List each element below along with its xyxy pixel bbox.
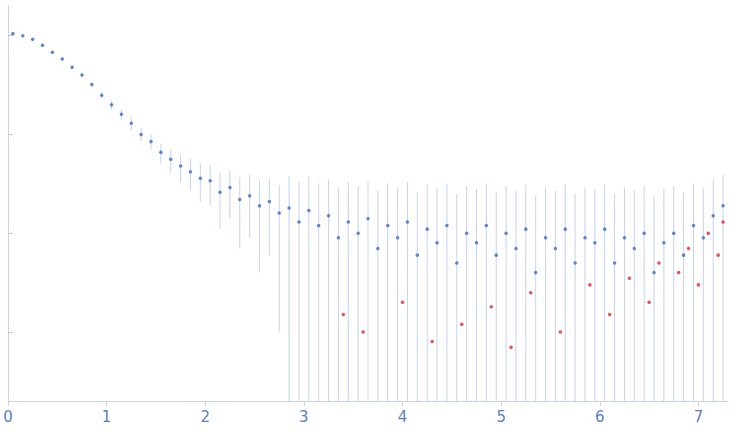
svg-text:7: 7 (694, 408, 704, 426)
svg-text:2: 2 (200, 408, 210, 426)
svg-text:6: 6 (595, 408, 605, 426)
svg-text:0: 0 (3, 408, 13, 426)
svg-text:1: 1 (102, 408, 112, 426)
svg-text:4: 4 (398, 408, 408, 426)
svg-text:5: 5 (496, 408, 506, 426)
svg-text:3: 3 (299, 408, 309, 426)
